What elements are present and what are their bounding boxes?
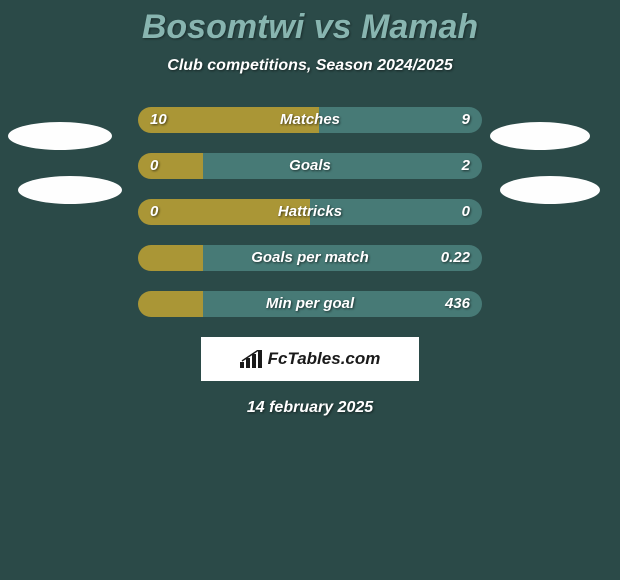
player-avatar	[490, 122, 590, 150]
stat-value-left: 0	[150, 153, 158, 179]
stat-row: Matches10 9	[138, 107, 482, 133]
date-label: 14 february 2025	[0, 399, 620, 417]
stat-row: Goals0 2	[138, 153, 482, 179]
stat-value-right: 436	[445, 291, 470, 317]
stat-value-left: 10	[150, 107, 167, 133]
player-avatar	[18, 176, 122, 204]
stat-value-right: 9	[462, 107, 470, 133]
stat-value-right: 2	[462, 153, 470, 179]
stats-rows: Matches109Goals02Hattricks00Goals per ma…	[138, 107, 482, 317]
stat-value-left: 0	[150, 199, 158, 225]
brand-logo[interactable]: FcTables.com	[201, 337, 419, 381]
stat-label: Hattricks	[138, 199, 482, 225]
stat-label: Matches	[138, 107, 482, 133]
player-avatar	[8, 122, 112, 150]
chart-icon	[240, 350, 264, 368]
brand-text: FcTables.com	[268, 349, 381, 369]
stat-row: Goals per match0.22	[138, 245, 482, 271]
stat-row: Min per goal436	[138, 291, 482, 317]
stat-label: Goals per match	[138, 245, 482, 271]
page-title: Bosomtwi vs Mamah	[0, 0, 620, 47]
player-avatar	[500, 176, 600, 204]
stat-value-right: 0.22	[441, 245, 470, 271]
stat-label: Min per goal	[138, 291, 482, 317]
stat-row: Hattricks0 0	[138, 199, 482, 225]
stat-value-right: 0	[462, 199, 470, 225]
stat-label: Goals	[138, 153, 482, 179]
subtitle: Club competitions, Season 2024/2025	[0, 57, 620, 75]
